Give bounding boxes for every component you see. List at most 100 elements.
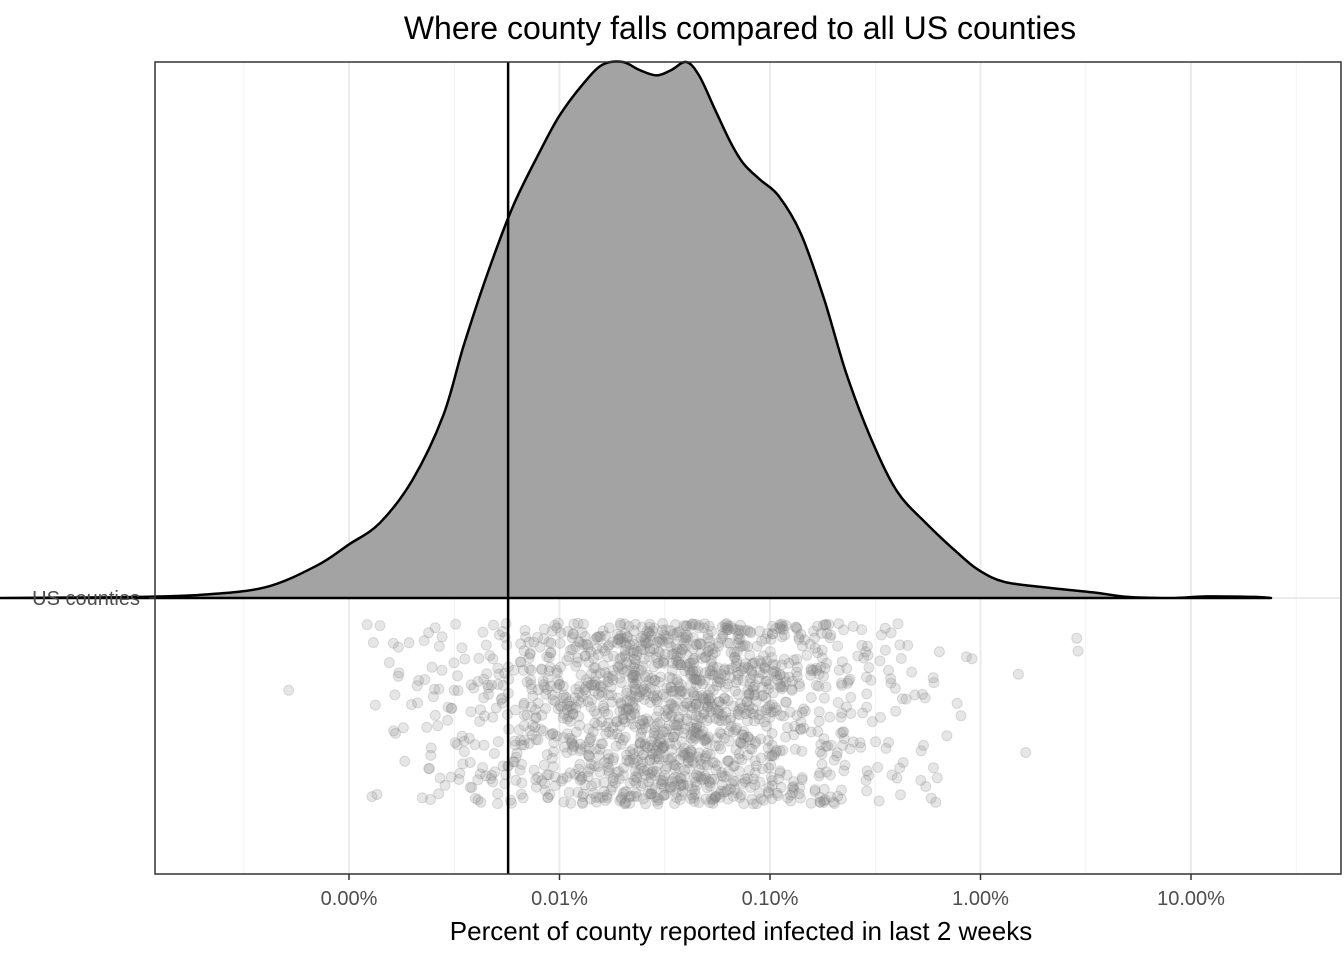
- jitter-point: [665, 686, 677, 697]
- jitter-point: [526, 683, 538, 695]
- jitter-point: [704, 780, 716, 792]
- jitter-point: [542, 672, 554, 684]
- jitter-point: [508, 664, 520, 676]
- jitter-point: [799, 705, 811, 717]
- jitter-point: [639, 738, 651, 750]
- jitter-point: [694, 747, 705, 759]
- jitter-point: [815, 661, 827, 673]
- jitter-point: [710, 713, 722, 724]
- jitter-point: [854, 737, 866, 749]
- jitter-point: [746, 793, 758, 805]
- jitter-point: [690, 619, 702, 630]
- jitter-point: [478, 673, 490, 685]
- jitter-point: [557, 692, 569, 704]
- jitter-point: [515, 734, 526, 746]
- jitter-point: [768, 750, 780, 761]
- jitter-point: [666, 664, 678, 676]
- jitter-point: [758, 662, 770, 674]
- jitter-point: [705, 705, 717, 717]
- jitter-point: [566, 736, 577, 748]
- jitter-point: [688, 795, 700, 807]
- jitter-point: [795, 628, 807, 640]
- jitter-point: [680, 620, 692, 632]
- jitter-point: [635, 686, 647, 698]
- jitter-point: [791, 622, 802, 633]
- jitter-point: [589, 676, 601, 688]
- jitter-point: [664, 671, 676, 683]
- jitter-point: [644, 643, 656, 655]
- jitter-point: [734, 703, 746, 715]
- jitter-point: [749, 689, 761, 701]
- jitter-point: [629, 653, 640, 665]
- jitter-point: [665, 698, 677, 710]
- jitter-point: [661, 723, 673, 735]
- jitter-point: [645, 696, 656, 708]
- jitter-point: [621, 632, 633, 644]
- jitter-point: [564, 715, 576, 727]
- jitter-point: [665, 681, 677, 693]
- jitter-point: [658, 790, 670, 801]
- jitter-point: [589, 634, 601, 646]
- jitter-point: [623, 756, 635, 768]
- jitter-point: [561, 704, 573, 716]
- jitter-point: [757, 689, 769, 701]
- jitter-point: [469, 792, 481, 804]
- jitter-point: [763, 678, 775, 690]
- jitter-point: [585, 793, 597, 805]
- jitter-point: [691, 679, 703, 691]
- jitter-point: [548, 746, 559, 758]
- jitter-point: [747, 681, 759, 693]
- jitter-point: [737, 702, 749, 714]
- jitter-point: [515, 638, 527, 650]
- jitter-point: [680, 634, 692, 646]
- jitter-point: [492, 736, 504, 748]
- jitter-point: [770, 702, 782, 714]
- jitter-point: [875, 629, 887, 641]
- jitter-point: [633, 745, 645, 757]
- jitter-point: [637, 630, 649, 642]
- jitter-point: [575, 669, 587, 681]
- jitter-point: [717, 630, 729, 642]
- jitter-point: [611, 728, 623, 740]
- jitter-point: [536, 664, 548, 676]
- jitter-point: [656, 634, 667, 646]
- jitter-point: [419, 674, 431, 685]
- jitter-point: [814, 796, 826, 808]
- jitter-point: [523, 652, 535, 664]
- jitter-point: [670, 760, 682, 771]
- jitter-point: [704, 777, 716, 789]
- jitter-point: [458, 735, 470, 747]
- jitter-point: [654, 716, 666, 728]
- jitter-point: [707, 756, 718, 768]
- jitter-point: [627, 696, 639, 708]
- jitter-point: [611, 716, 623, 728]
- jitter-point: [582, 771, 594, 782]
- jitter-point: [406, 699, 417, 710]
- jitter-point: [722, 620, 734, 632]
- jitter-point: [707, 684, 719, 696]
- jitter-point: [815, 739, 827, 750]
- jitter-point: [635, 731, 647, 743]
- jitter-point: [829, 798, 840, 809]
- jitter-point: [617, 788, 629, 800]
- jitter-point: [855, 741, 867, 753]
- jitter-point: [657, 741, 669, 753]
- jitter-point: [682, 747, 693, 759]
- jitter-point: [639, 769, 651, 781]
- jitter-point: [590, 743, 602, 755]
- jitter-point: [726, 662, 738, 674]
- jitter-point: [668, 759, 680, 770]
- jitter-point: [818, 670, 829, 682]
- jitter-point: [576, 771, 588, 783]
- jitter-point: [630, 654, 642, 666]
- jitter-point: [634, 737, 646, 749]
- jitter-point: [739, 732, 750, 744]
- jitter-point: [748, 773, 759, 785]
- jitter-point: [690, 769, 702, 781]
- jitter-point: [560, 691, 572, 703]
- jitter-point: [568, 628, 580, 640]
- jitter-point: [897, 757, 909, 768]
- jitter-point: [655, 733, 667, 745]
- jitter-point: [725, 647, 737, 658]
- jitter-point: [706, 625, 717, 637]
